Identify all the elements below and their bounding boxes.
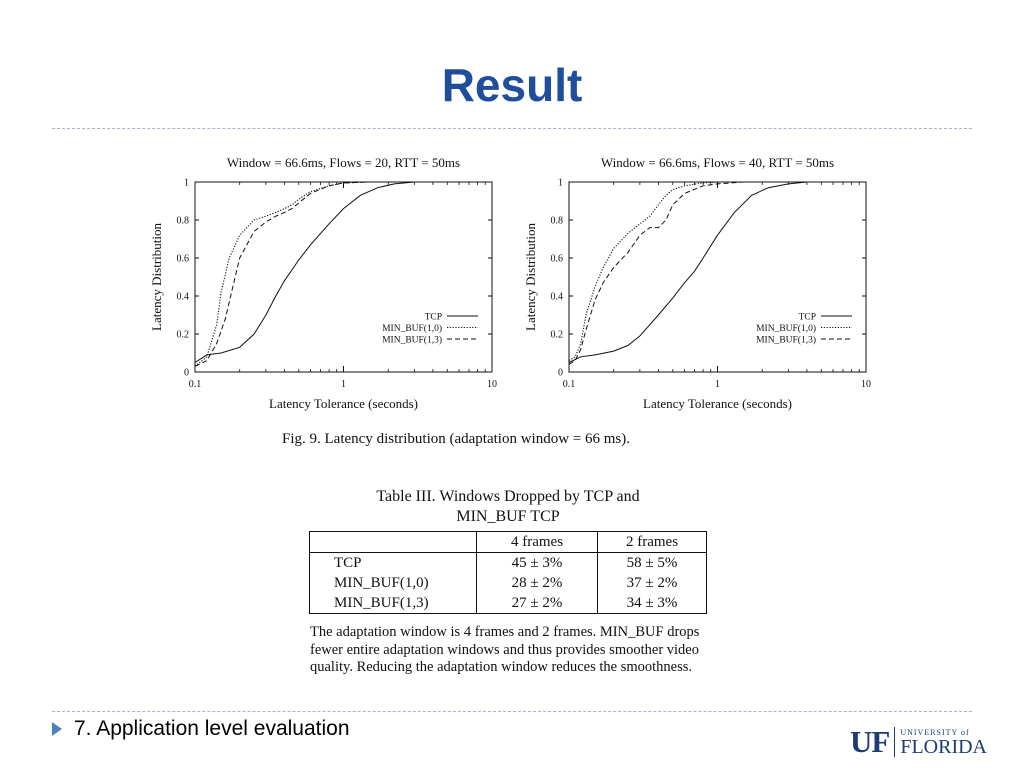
series-line xyxy=(194,181,492,367)
x-tick-label: 10 xyxy=(487,379,497,390)
y-tick-label: 0.4 xyxy=(551,292,564,303)
y-tick-label: 0 xyxy=(558,368,563,379)
legend-label: MIN_BUF(1,3) xyxy=(382,335,442,346)
y-tick-label: 0.8 xyxy=(551,216,564,227)
slide-title: Result xyxy=(441,59,583,111)
table-header-cell: 2 frames xyxy=(597,531,707,553)
latency-chart-flows-20: Window = 66.6ms, Flows = 20, RTT = 50ms 0… xyxy=(149,155,497,411)
plot-frame xyxy=(194,181,493,373)
y-tick-label: 1 xyxy=(558,178,563,189)
series-line xyxy=(568,181,866,365)
table-cell: MIN_BUF(1,3) xyxy=(309,593,477,614)
table-cell: MIN_BUF(1,0) xyxy=(309,573,477,593)
series-line xyxy=(194,181,492,363)
y-tick-label: 0.6 xyxy=(551,254,564,265)
y-tick-label: 1 xyxy=(184,178,189,189)
top-divider xyxy=(52,128,972,129)
logo-uf-text: UF xyxy=(850,724,890,759)
table-cell: 27 ± 2% xyxy=(476,593,598,614)
logo-florida-text: FLORIDA xyxy=(900,735,987,758)
bullet-item: 7. Application level evaluation xyxy=(52,717,350,741)
table-title-line-1: Table III. Windows Dropped by TCP and xyxy=(376,488,640,505)
x-tick-label: 0.1 xyxy=(563,379,576,390)
logo-divider xyxy=(894,727,896,757)
table-title-line-2: MIN_BUF TCP xyxy=(456,508,560,525)
table-note: The adaptation window is 4 frames and 2 … xyxy=(310,624,700,675)
table-row: MIN_BUF(1,0) 28 ± 2% 37 ± 2% xyxy=(309,573,707,593)
table-header-cell: 4 frames xyxy=(476,531,598,553)
uf-logo-icon: UF UNIVERSITY of FLORIDA xyxy=(850,724,987,760)
x-axis-label: Latency Tolerance (seconds) xyxy=(643,396,792,411)
y-tick-label: 0.6 xyxy=(177,254,190,265)
y-axis-label: Latency Distribution xyxy=(523,223,538,331)
latency-chart-flows-40: Window = 66.6ms, Flows = 40, RTT = 50ms 0… xyxy=(523,155,871,411)
table-cell: 37 ± 2% xyxy=(597,573,707,593)
x-tick-label: 10 xyxy=(861,379,871,390)
table-row: MIN_BUF(1,3) 27 ± 2% 34 ± 3% xyxy=(309,593,707,614)
x-tick-label: 1 xyxy=(715,379,720,390)
legend-label: MIN_BUF(1,3) xyxy=(756,335,816,346)
y-tick-label: 0.2 xyxy=(551,330,564,341)
table-title: Table III. Windows Dropped by TCP and MI… xyxy=(300,487,716,527)
bullet-text: 7. Application level evaluation xyxy=(74,717,350,740)
chart-title: Window = 66.6ms, Flows = 40, RTT = 50ms xyxy=(601,155,834,170)
table-header-cell xyxy=(309,531,477,553)
y-tick-label: 0.4 xyxy=(177,292,190,303)
legend-label: TCP xyxy=(425,313,442,323)
x-tick-label: 1 xyxy=(341,379,346,390)
chart-title: Window = 66.6ms, Flows = 20, RTT = 50ms xyxy=(227,155,460,170)
plot-frame xyxy=(568,181,867,373)
y-axis-label: Latency Distribution xyxy=(149,223,164,331)
triangle-bullet-icon xyxy=(52,722,62,736)
windows-dropped-table: 4 frames 2 frames TCP 45 ± 3% 58 ± 5% MI… xyxy=(309,531,707,614)
y-tick-label: 0.2 xyxy=(177,330,190,341)
logo-wordmark: UNIVERSITY of FLORIDA xyxy=(900,728,987,757)
y-tick-label: 0 xyxy=(184,368,189,379)
series-line xyxy=(568,181,866,363)
legend-label: MIN_BUF(1,0) xyxy=(382,323,442,334)
figure-caption: Fig. 9. Latency distribution (adaptation… xyxy=(282,431,630,447)
legend-label: MIN_BUF(1,0) xyxy=(756,323,816,334)
series-line xyxy=(568,181,866,362)
table-cell: 58 ± 5% xyxy=(597,552,707,573)
table-header-row: 4 frames 2 frames xyxy=(309,531,707,553)
table-cell: TCP xyxy=(309,552,477,573)
x-tick-label: 0.1 xyxy=(189,379,202,390)
table-cell: 28 ± 2% xyxy=(476,573,598,593)
y-tick-label: 0.8 xyxy=(177,216,190,227)
logo-university-text: UNIVERSITY of xyxy=(900,727,970,737)
table-cell: 34 ± 3% xyxy=(597,593,707,614)
table-row: TCP 45 ± 3% 58 ± 5% xyxy=(309,552,707,573)
legend-label: TCP xyxy=(799,313,816,323)
bottom-divider xyxy=(52,711,972,712)
series-line xyxy=(194,181,492,367)
table-cell: 45 ± 3% xyxy=(476,552,598,573)
x-axis-label: Latency Tolerance (seconds) xyxy=(269,396,418,411)
